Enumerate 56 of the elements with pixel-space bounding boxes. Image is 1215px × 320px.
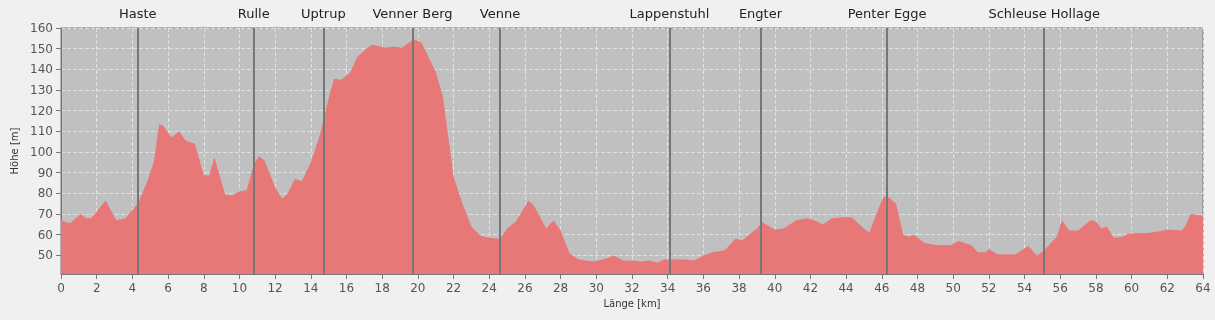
x-tick-label: 34 <box>660 281 676 295</box>
y-axis-title: Höhe [m] <box>8 127 20 175</box>
x-tick-label: 56 <box>1052 281 1068 295</box>
x-tick-label: 10 <box>231 281 248 295</box>
x-tick-label: 2 <box>92 281 101 295</box>
y-tick-label: 50 <box>37 248 53 263</box>
ref-line-label: Uptrup <box>300 6 346 21</box>
y-tick-label: 130 <box>30 83 53 98</box>
x-tick-label: 64 <box>1195 281 1211 295</box>
x-tick-label: 62 <box>1159 281 1175 295</box>
ref-line-label: Penter Egge <box>847 6 927 21</box>
x-tick-label: 52 <box>981 281 997 295</box>
x-tick-label: 38 <box>731 281 747 295</box>
x-tick-label: 22 <box>445 281 462 295</box>
x-tick-label: 40 <box>767 281 783 295</box>
x-tick-label: 26 <box>517 281 533 295</box>
x-tick-label: 8 <box>199 281 208 295</box>
ref-line-label: Rulle <box>237 6 270 21</box>
x-tick-label: 48 <box>909 281 926 295</box>
y-tick-label: 100 <box>30 145 53 160</box>
ref-line-label: Engter <box>738 6 783 21</box>
x-tick-label: 4 <box>128 281 137 295</box>
x-tick-label: 32 <box>624 281 640 295</box>
ref-line-label: Lappenstuhl <box>629 6 710 21</box>
y-tick-label: 160 <box>30 21 53 35</box>
y-tick-label: 90 <box>37 165 53 180</box>
x-tick-label: 60 <box>1123 281 1140 295</box>
x-tick-label: 46 <box>874 281 890 295</box>
x-tick-label: 16 <box>338 281 355 295</box>
x-tick-label: 30 <box>588 281 604 295</box>
ref-line-label: Venner Berg <box>372 6 453 21</box>
x-axis-title: Länge [km] <box>603 298 661 310</box>
x-tick-label: 50 <box>945 281 961 295</box>
y-tick-label: 150 <box>30 41 53 56</box>
x-tick-label: 54 <box>1016 281 1033 295</box>
x-tick-label: 44 <box>838 281 854 295</box>
y-tick-label: 60 <box>37 227 53 242</box>
x-tick-label: 20 <box>410 281 426 295</box>
y-tick-label: 110 <box>30 124 53 139</box>
x-tick-label: 0 <box>57 281 65 295</box>
y-tick-label: 140 <box>30 62 53 77</box>
x-tick-label: 58 <box>1088 281 1104 295</box>
x-tick-label: 6 <box>164 281 172 295</box>
ref-line-label: Venne <box>479 6 521 21</box>
x-tick-label: 28 <box>552 281 569 295</box>
x-tick-label: 12 <box>267 281 283 295</box>
x-tick-label: 14 <box>303 281 319 295</box>
ref-line-label: Haste <box>118 6 157 21</box>
x-tick-label: 36 <box>695 281 712 295</box>
ref-line-label: Schleuse Hollage <box>988 6 1100 21</box>
x-tick-label: 18 <box>374 281 390 295</box>
x-tick-label: 24 <box>481 281 497 295</box>
x-tick-label: 42 <box>802 281 819 295</box>
y-tick-label: 70 <box>37 207 53 222</box>
y-tick-label: 120 <box>30 103 53 118</box>
y-tick-label: 80 <box>37 186 53 201</box>
